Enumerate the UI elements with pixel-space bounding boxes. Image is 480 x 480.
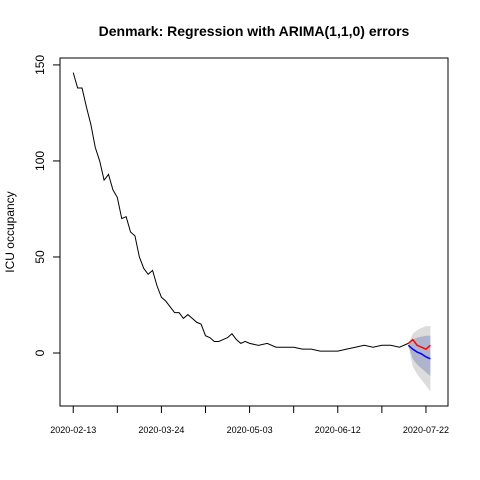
y-tick-label: 0 [33,349,47,356]
chart-title: Denmark: Regression with ARIMA(1,1,0) er… [99,23,410,39]
prediction-interval [408,335,431,377]
series-line [407,344,431,360]
plot-frame [59,57,449,407]
y-axis-label: ICU occupancy [3,191,17,272]
y-tick-label: 50 [33,250,47,264]
series-line [407,338,431,351]
y-tick-label: 150 [33,55,47,75]
x-tick-label: 2020-07-22 [403,425,449,435]
x-tick-label: 2020-03-24 [138,425,184,435]
x-tick-label: 2020-02-13 [50,425,96,435]
y-tick-label: 100 [33,151,47,171]
x-tick-label: 2020-05-03 [227,425,273,435]
series-line [72,72,409,352]
x-tick-label: 2020-06-12 [315,425,361,435]
